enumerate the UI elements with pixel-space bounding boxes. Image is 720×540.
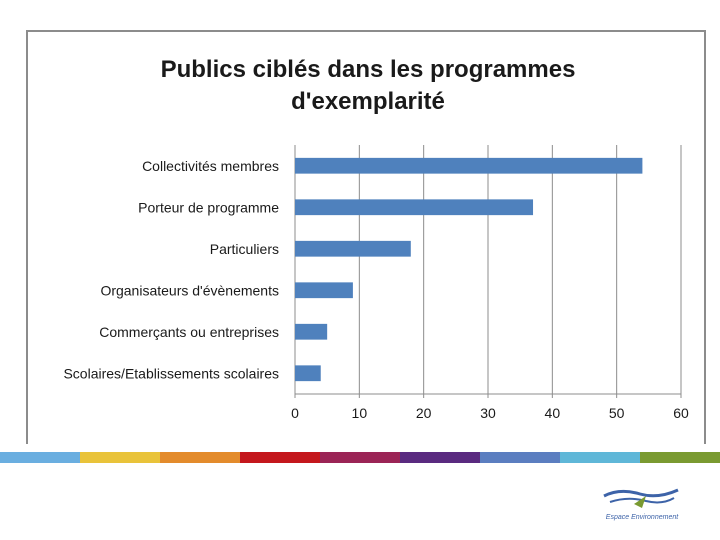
chart-frame: Publics ciblés dans les programmes d'exe… [26,30,706,444]
bar [295,157,643,174]
stripe-segment [0,452,80,463]
bar-chart: 0 10 20 30 40 50 60 Collectivités membres Porteu… [63,145,689,421]
category-label: Particuliers [210,241,279,257]
stripe-segment [240,452,320,463]
chart-title-line-1: Publics ciblés dans les programmes [160,56,576,83]
chart-title: Publics ciblés dans les programmes d'exe… [28,54,708,118]
chart-title-line-2: d'exemplarité [291,88,445,115]
stripe-segment [400,452,480,463]
stripe-segment [640,452,720,463]
category-label: Organisateurs d'évènements [100,282,279,298]
bar [295,240,411,257]
x-tick-label: 50 [609,405,625,421]
logo-caption: Espace Environnement [605,514,679,521]
x-tick-label: 20 [416,405,432,421]
stripe-segment [160,452,240,463]
bar [295,323,328,340]
category-label: Porteur de programme [138,199,279,215]
stripe-segment [320,452,400,463]
stripe-segment [80,452,160,463]
bar [295,199,534,216]
x-tick-label: 40 [545,405,561,421]
x-tick-label: 30 [480,405,496,421]
x-tick-label: 60 [673,405,689,421]
stripe-segment [560,452,640,463]
logo-icon [603,488,679,508]
x-tick-label: 10 [352,405,368,421]
category-label: Collectivités membres [142,158,279,174]
bar [295,365,321,382]
stripe-segment [480,452,560,463]
category-label: Scolaires/Etablissements scolaires [63,365,279,381]
bar [295,282,353,299]
color-stripe [0,452,720,463]
x-tick-label: 0 [291,405,299,421]
category-label: Commerçants ou entreprises [99,324,279,340]
